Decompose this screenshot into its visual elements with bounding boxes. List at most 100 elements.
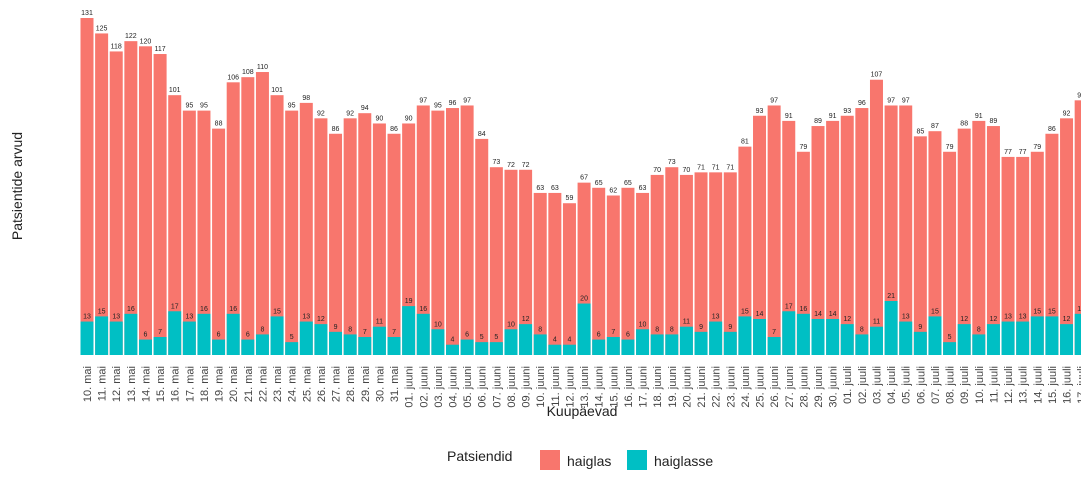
value-label: 85	[916, 128, 924, 135]
value-label: 5	[494, 334, 498, 341]
value-label: 13	[1004, 314, 1012, 321]
bar	[796, 313, 810, 355]
value-label: 87	[931, 123, 939, 130]
x-tick-label: 21. juuni	[696, 366, 708, 408]
bar	[1060, 118, 1074, 355]
value-label: 14	[829, 311, 837, 318]
value-label: 67	[580, 175, 588, 182]
x-tick-label: 18. juuni	[652, 366, 664, 408]
value-label: 8	[860, 326, 864, 333]
value-label: 19	[405, 298, 413, 305]
bar	[270, 95, 284, 356]
bar	[314, 118, 328, 355]
value-label: 6	[144, 332, 148, 339]
value-label: 93	[756, 108, 764, 115]
bar	[519, 324, 533, 355]
bar	[562, 344, 576, 355]
bar	[197, 110, 211, 355]
x-tick-label: 14. juuni	[594, 366, 606, 408]
x-tick-label: 22. juuni	[711, 366, 723, 408]
value-label: 12	[317, 316, 325, 323]
x-tick-label: 08. juuni	[506, 366, 518, 408]
value-label: 110	[257, 64, 268, 71]
bar	[138, 46, 152, 356]
bar	[957, 128, 971, 355]
bar	[884, 105, 898, 355]
x-tick-label: 18. mai	[199, 366, 211, 402]
bar	[592, 339, 606, 355]
x-tick-label: 10. juuli	[974, 366, 986, 404]
value-label: 8	[670, 326, 674, 333]
value-label: 98	[302, 95, 310, 102]
value-label: 15	[1033, 308, 1041, 315]
value-label: 8	[260, 326, 264, 333]
bar	[869, 79, 883, 356]
bar	[972, 120, 986, 356]
bar	[533, 192, 547, 355]
value-label: 88	[960, 121, 968, 128]
value-label: 97	[463, 97, 471, 104]
value-label: 117	[155, 46, 166, 53]
bar	[943, 342, 957, 355]
value-label: 70	[653, 167, 661, 174]
bar	[343, 118, 357, 355]
bar	[753, 115, 767, 355]
value-label: 21	[887, 293, 895, 300]
x-tick-label: 04. juuli	[886, 366, 898, 404]
x-tick-label: 14. juuli	[1032, 366, 1044, 404]
bar	[329, 331, 343, 355]
bar	[899, 321, 913, 355]
value-label: 13	[902, 314, 910, 321]
value-label: 65	[624, 180, 632, 187]
bar	[241, 339, 255, 355]
bar	[255, 72, 269, 356]
bar	[943, 151, 957, 355]
bar	[475, 342, 489, 355]
value-label: 95	[288, 103, 296, 110]
bar	[95, 33, 109, 355]
x-tick-label: 20. juuni	[681, 366, 693, 408]
bar	[636, 329, 650, 355]
value-label: 70	[683, 167, 691, 174]
bar	[972, 334, 986, 355]
x-tick-label: 27. juuni	[784, 366, 796, 408]
bar	[884, 300, 898, 355]
value-label: 12	[522, 316, 530, 323]
bar	[548, 192, 562, 355]
bar	[753, 318, 767, 355]
value-label: 81	[741, 139, 749, 146]
bar	[226, 313, 240, 355]
value-label: 107	[871, 72, 883, 79]
value-label: 8	[538, 326, 542, 333]
value-label: 91	[975, 113, 983, 120]
value-label: 11	[376, 319, 383, 326]
value-label: 92	[317, 110, 325, 117]
value-label: 11	[873, 319, 880, 326]
legend-label: haiglasse	[654, 453, 713, 469]
value-label: 15	[98, 308, 106, 315]
x-tick-label: 09. juuli	[959, 366, 971, 404]
value-label: 71	[712, 164, 720, 171]
legend-swatch	[540, 450, 560, 470]
value-label: 96	[858, 100, 866, 107]
value-label: 99	[1077, 92, 1081, 99]
bar	[650, 334, 664, 355]
bar	[358, 113, 372, 356]
x-tick-label: 07. juuni	[491, 366, 503, 408]
value-label: 97	[770, 97, 778, 104]
bar	[811, 126, 825, 355]
bar	[446, 108, 459, 355]
bar	[577, 303, 591, 355]
bar	[533, 334, 547, 355]
value-label: 9	[699, 324, 703, 331]
value-label: 72	[507, 162, 515, 169]
bar	[811, 318, 825, 355]
value-label: 15	[1048, 308, 1056, 315]
value-label: 16	[419, 306, 427, 313]
value-label: 6	[597, 332, 601, 339]
value-label: 94	[361, 105, 369, 112]
x-tick-label: 15. juuli	[1047, 366, 1059, 404]
bar	[928, 316, 942, 355]
value-label: 88	[215, 121, 223, 128]
bar	[621, 339, 635, 355]
